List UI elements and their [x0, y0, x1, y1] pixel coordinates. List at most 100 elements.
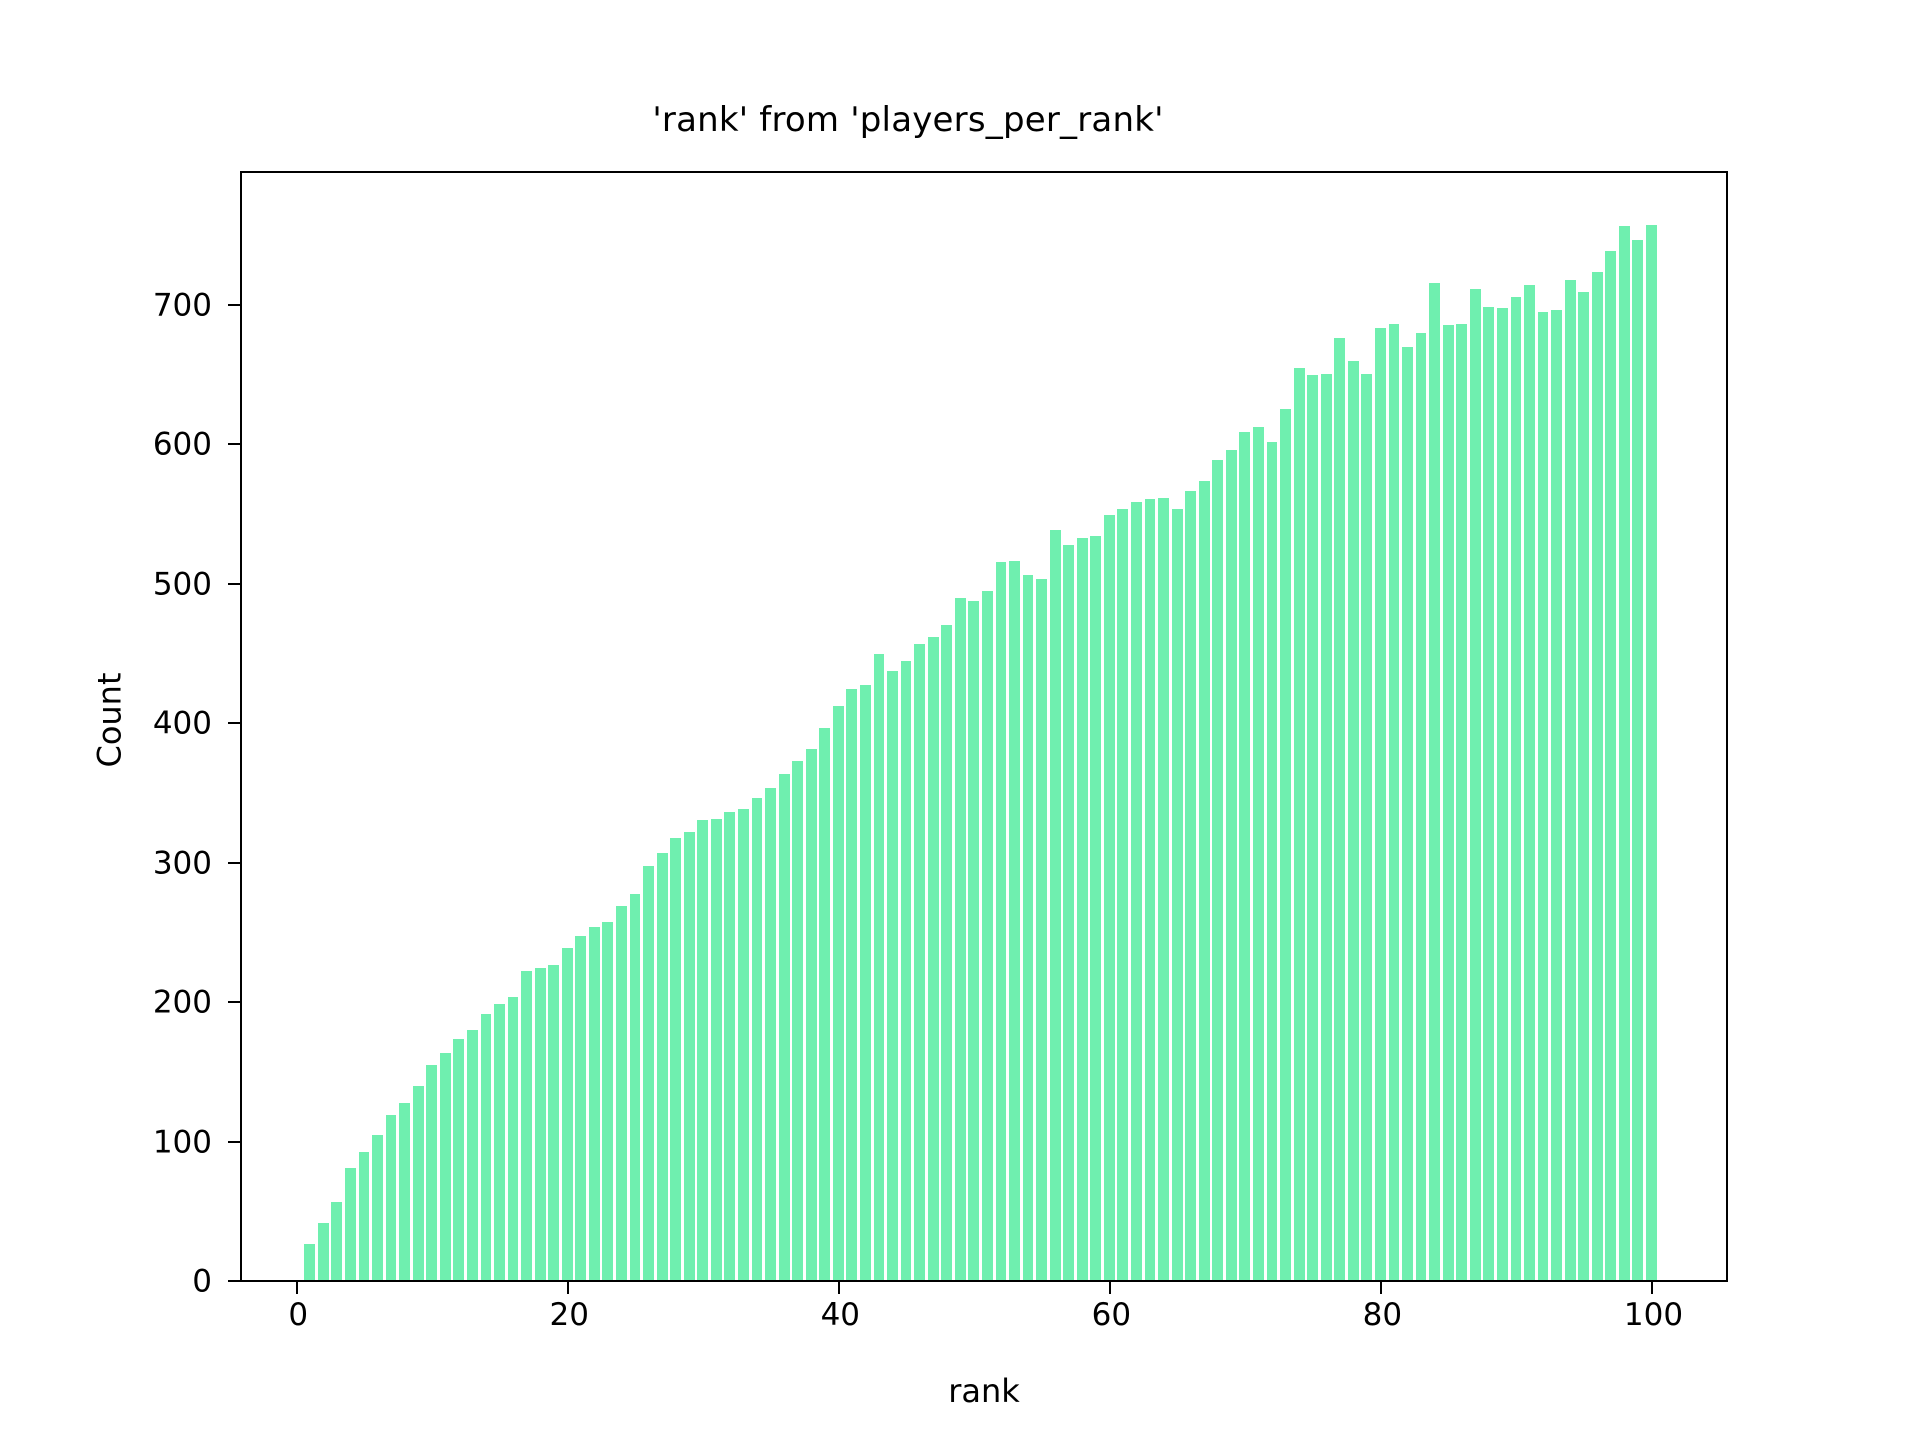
bar [792, 761, 804, 1280]
bar [1036, 578, 1047, 1280]
bar [1483, 306, 1495, 1280]
y-axis-label: Count [90, 672, 129, 768]
bar [616, 906, 627, 1280]
bar [1212, 460, 1224, 1280]
x-axis-tick-label: 100 [1623, 1297, 1684, 1333]
bar [385, 1115, 397, 1280]
bar [1063, 545, 1075, 1280]
bar [656, 853, 668, 1280]
bar [1551, 309, 1562, 1280]
bar [439, 1052, 451, 1280]
x-axis-tick-label: 0 [288, 1297, 309, 1333]
bar [1266, 442, 1278, 1280]
bar [1131, 502, 1142, 1280]
bar [778, 773, 790, 1280]
y-axis-tick: 700 [153, 290, 242, 321]
x-axis-tick: 100 [1624, 1280, 1683, 1331]
bar [900, 660, 912, 1280]
y-axis-tick: 100 [153, 1127, 242, 1158]
bar [1524, 284, 1535, 1280]
bar [1103, 514, 1115, 1280]
bar [1429, 283, 1441, 1280]
bar [1578, 291, 1590, 1280]
bar [1280, 408, 1291, 1280]
bar [548, 964, 560, 1280]
bar [1646, 224, 1657, 1280]
bar [1158, 497, 1169, 1280]
bar [887, 670, 898, 1280]
bar [602, 921, 614, 1280]
y-axis-tick-label: 0 [192, 1263, 212, 1300]
bar [575, 935, 587, 1280]
bar [1293, 368, 1305, 1280]
bar [873, 654, 885, 1280]
bars-container [242, 173, 1726, 1280]
bar [1469, 288, 1481, 1280]
bar [1632, 239, 1644, 1280]
x-axis-tick-label: 40 [820, 1297, 861, 1333]
x-axis-tick-label: 80 [1362, 1297, 1403, 1333]
bar [588, 927, 600, 1280]
bar [1320, 373, 1332, 1280]
bar [670, 838, 682, 1280]
bar [914, 644, 926, 1280]
y-axis-tick: 500 [153, 569, 242, 600]
y-axis-tick: 200 [153, 987, 242, 1018]
x-axis-tick: 60 [1092, 1280, 1131, 1331]
bar [832, 705, 844, 1280]
y-axis-tick-label: 500 [152, 566, 212, 603]
bar [1442, 324, 1454, 1280]
bar [317, 1222, 329, 1280]
bar [453, 1038, 465, 1280]
bar [941, 624, 953, 1280]
bar [1361, 373, 1373, 1280]
bar [344, 1168, 356, 1280]
x-axis-tick: 40 [821, 1280, 860, 1331]
bar [1117, 509, 1129, 1280]
bar [805, 748, 817, 1280]
bar [1374, 327, 1386, 1280]
bar [683, 832, 695, 1280]
x-axis-label: rank [948, 1372, 1020, 1410]
x-axis-tick: 80 [1363, 1280, 1402, 1331]
bar [1402, 347, 1413, 1280]
y-axis-tick-label: 700 [152, 287, 212, 324]
y-axis-tick-label: 100 [152, 1124, 212, 1161]
x-axis-tick: 20 [550, 1280, 589, 1331]
y-axis-tick-label: 600 [152, 426, 212, 463]
bar [412, 1086, 424, 1280]
bar [534, 967, 546, 1280]
bar [426, 1065, 438, 1280]
bar [995, 561, 1007, 1280]
bar [1496, 308, 1508, 1280]
bar [927, 637, 939, 1280]
bar [697, 819, 709, 1280]
bar [724, 811, 736, 1280]
chart-title: 'rank' from 'players_per_rank' [0, 100, 1920, 140]
bar [399, 1102, 411, 1280]
bar [507, 996, 519, 1280]
bar [331, 1201, 343, 1280]
bar [1510, 297, 1522, 1280]
bar [981, 591, 993, 1280]
y-axis-tick: 600 [153, 429, 242, 460]
bar [1090, 535, 1102, 1280]
bar [859, 684, 871, 1280]
bar [1022, 574, 1034, 1280]
bar [710, 818, 722, 1280]
plot-axes: 0 100 200 300 400 500 600 700 0 20 40 60 80 100 [153, 171, 1728, 1331]
bar [494, 1003, 505, 1280]
bar [1198, 481, 1210, 1280]
bar [1388, 323, 1400, 1280]
bar [1171, 509, 1183, 1280]
y-axis-tick: 400 [153, 708, 242, 739]
bar [1009, 560, 1020, 1280]
bar [1456, 323, 1468, 1280]
bar [968, 601, 980, 1280]
bar [304, 1243, 316, 1280]
bar [466, 1030, 478, 1280]
bar [846, 688, 858, 1280]
bar [1144, 499, 1156, 1280]
x-axis-tick-label: 60 [1091, 1297, 1132, 1333]
